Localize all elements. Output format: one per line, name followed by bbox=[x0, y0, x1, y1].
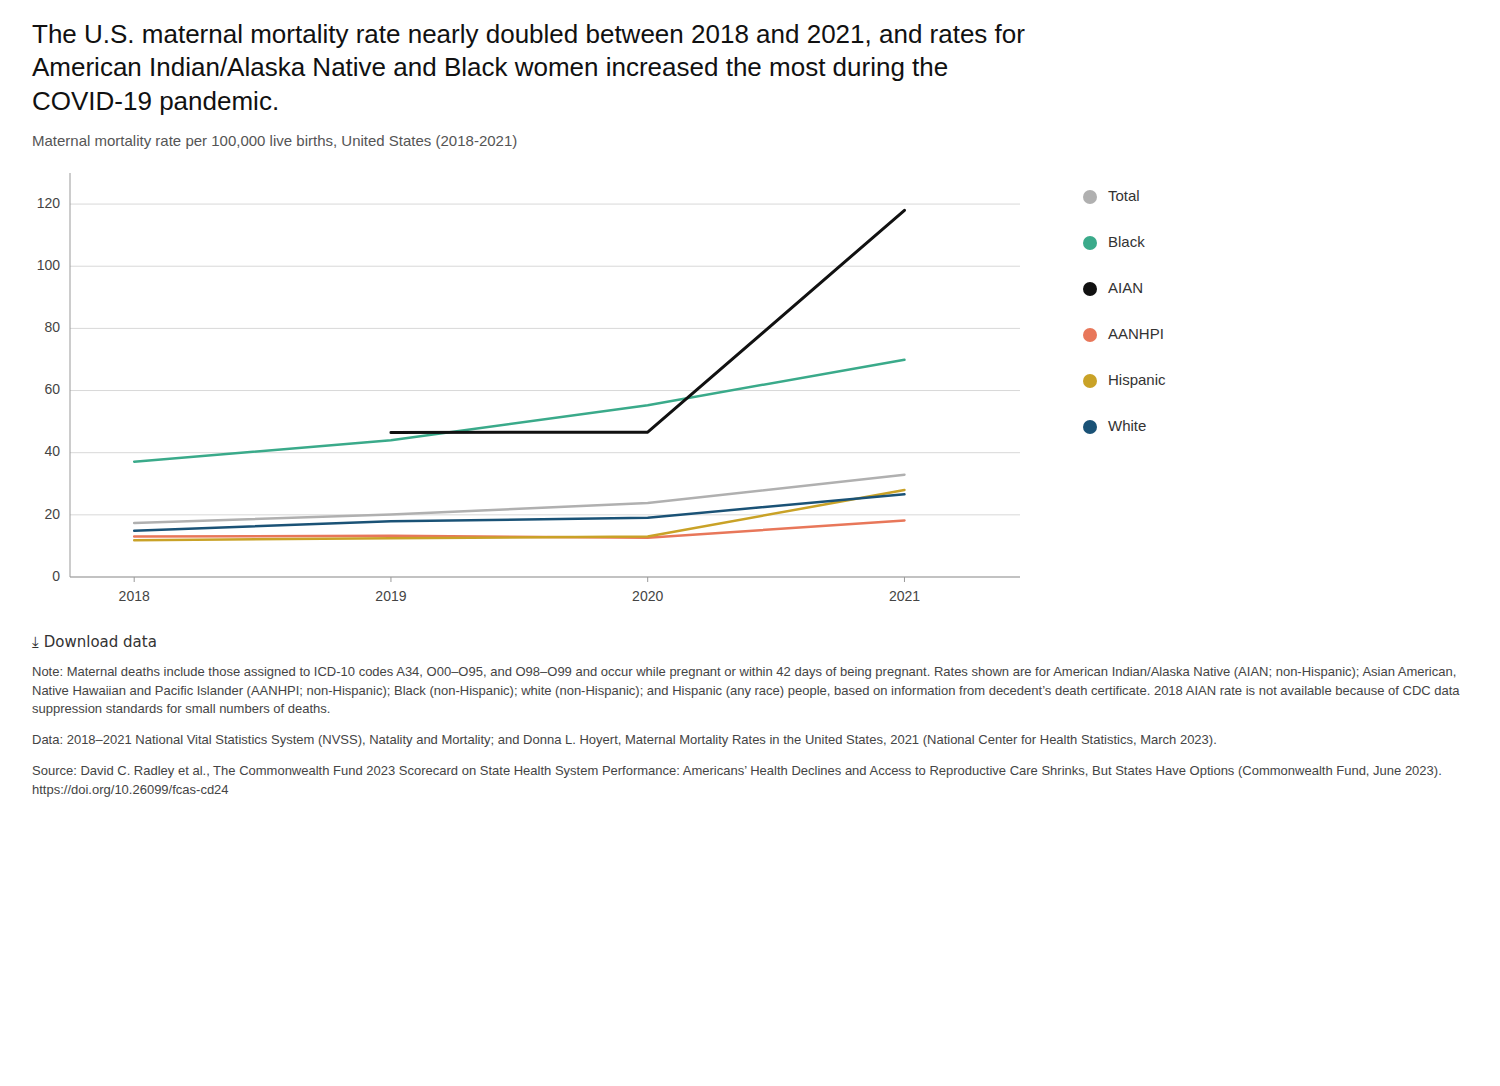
legend-swatch bbox=[1083, 328, 1097, 342]
legend: Total Black AIAN AANHPI Hispanic White bbox=[1083, 187, 1166, 434]
grid-line bbox=[70, 576, 1020, 577]
y-tick-label: 60 bbox=[44, 381, 60, 397]
x-tick-label: 2020 bbox=[632, 588, 663, 604]
page: The U.S. maternal mortality rate nearly … bbox=[0, 0, 1500, 800]
x-tick-label: 2018 bbox=[119, 588, 150, 604]
subtitle: Maternal mortality rate per 100,000 live… bbox=[32, 132, 1468, 149]
title: The U.S. maternal mortality rate nearly … bbox=[32, 18, 1042, 118]
grid-line bbox=[70, 203, 1020, 204]
data-credit: Data: 2018–2021 National Vital Statistic… bbox=[32, 731, 1468, 750]
legend-label: Total bbox=[1108, 187, 1140, 204]
y-tick-label: 80 bbox=[44, 319, 60, 335]
legend-swatch bbox=[1083, 374, 1097, 388]
series-line bbox=[134, 494, 904, 530]
y-tick-label: 0 bbox=[52, 568, 60, 584]
grid-line bbox=[70, 266, 1020, 267]
lines bbox=[134, 210, 904, 540]
legend-label: Hispanic bbox=[1108, 371, 1166, 388]
legend-swatch bbox=[1083, 190, 1097, 204]
chart: 0 20 40 60 80 100 120 2018 2019 2020 2021 Total Blac… bbox=[0, 157, 1500, 627]
legend-swatch bbox=[1083, 236, 1097, 250]
y-tick-label: 120 bbox=[37, 195, 61, 211]
legend-swatch bbox=[1083, 282, 1097, 296]
note: Note: Maternal deaths include those assi… bbox=[32, 663, 1468, 720]
series-line bbox=[134, 520, 904, 537]
x-tick-label: 2021 bbox=[889, 588, 920, 604]
grid bbox=[70, 204, 1020, 577]
legend-swatch bbox=[1083, 420, 1097, 434]
grid-line bbox=[70, 328, 1020, 329]
legend-label: White bbox=[1108, 417, 1146, 434]
y-tick-label: 100 bbox=[37, 257, 61, 273]
y-tick-label: 20 bbox=[44, 505, 60, 521]
x-tick-label: 2019 bbox=[375, 588, 406, 604]
series-line bbox=[134, 490, 904, 540]
legend-label: AIAN bbox=[1108, 279, 1143, 296]
series-line bbox=[134, 360, 904, 462]
legend-label: Black bbox=[1108, 233, 1145, 250]
source: Source: David C. Radley et al., The Comm… bbox=[32, 762, 1468, 800]
x-tick bbox=[134, 577, 135, 582]
grid-line bbox=[70, 514, 1020, 515]
series-line bbox=[134, 475, 904, 523]
x-tick bbox=[390, 577, 391, 582]
legend-label: AANHPI bbox=[1108, 325, 1164, 342]
download-link: ⤓ Download data bbox=[32, 633, 1468, 651]
series-line bbox=[391, 210, 905, 432]
y-tick-label: 40 bbox=[44, 443, 60, 459]
grid-line bbox=[70, 452, 1020, 453]
grid-line bbox=[70, 390, 1020, 391]
x-axis-line bbox=[70, 576, 1020, 577]
y-axis-line bbox=[70, 173, 71, 577]
x-tick bbox=[904, 577, 905, 582]
x-tick bbox=[647, 577, 648, 582]
